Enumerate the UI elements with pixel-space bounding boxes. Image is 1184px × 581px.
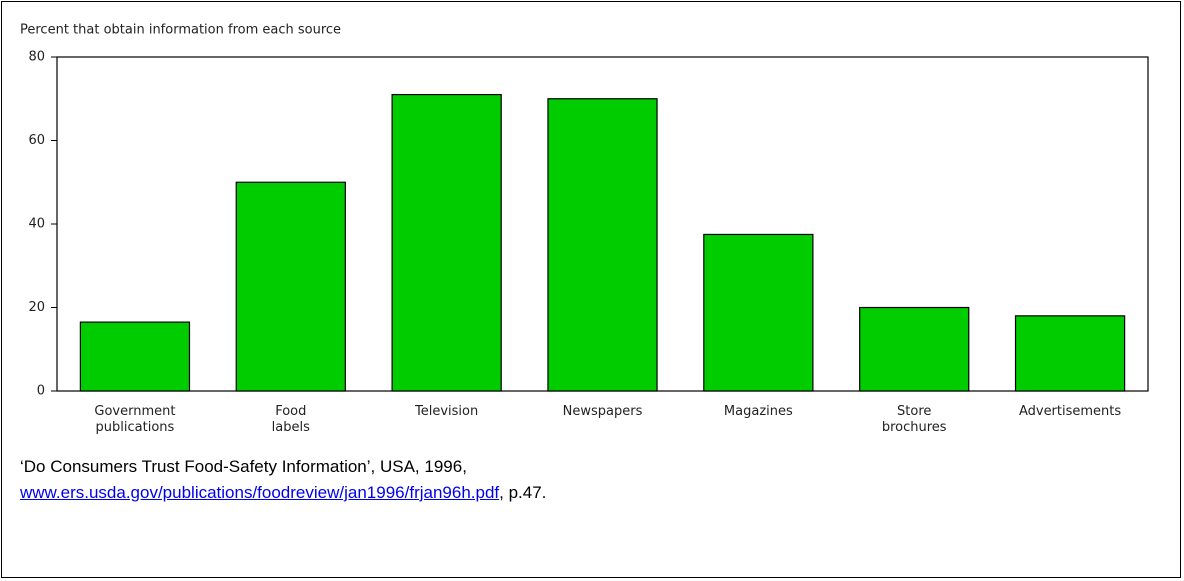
x-tick-label: Advertisements [1019, 404, 1121, 419]
caption: ‘Do Consumers Trust Food-Safety Informat… [20, 454, 546, 506]
bar [79, 321, 191, 392]
y-tick-label: 20 [28, 300, 45, 315]
y-tick-label: 60 [28, 133, 45, 148]
chart-title: Percent that obtain information from eac… [20, 23, 341, 38]
caption-line: www.ers.usda.gov/publications/foodreview… [20, 480, 546, 506]
bar [235, 181, 346, 392]
caption-text: ‘Do Consumers Trust Food-Safety Informat… [20, 457, 467, 476]
x-tick-label: Store brochures [882, 404, 947, 435]
bar [391, 93, 502, 392]
y-tick-label: 0 [37, 384, 45, 399]
y-tick-label: 40 [28, 217, 45, 232]
x-tick-label: Magazines [724, 404, 793, 419]
bar [859, 306, 970, 392]
bar [547, 98, 658, 392]
x-tick-label: Newspapers [563, 404, 643, 419]
bar [703, 233, 814, 392]
y-tick-label: 80 [28, 50, 45, 65]
bar [1014, 315, 1126, 392]
x-tick-label: Television [414, 404, 478, 419]
x-tick-label: Food labels [272, 404, 310, 435]
chart: Percent that obtain information from eac… [20, 23, 1149, 435]
source-link[interactable]: www.ers.usda.gov/publications/foodreview… [20, 483, 500, 502]
caption-suffix: , p.47. [499, 483, 547, 502]
x-tick-label: Government publications [94, 404, 175, 435]
